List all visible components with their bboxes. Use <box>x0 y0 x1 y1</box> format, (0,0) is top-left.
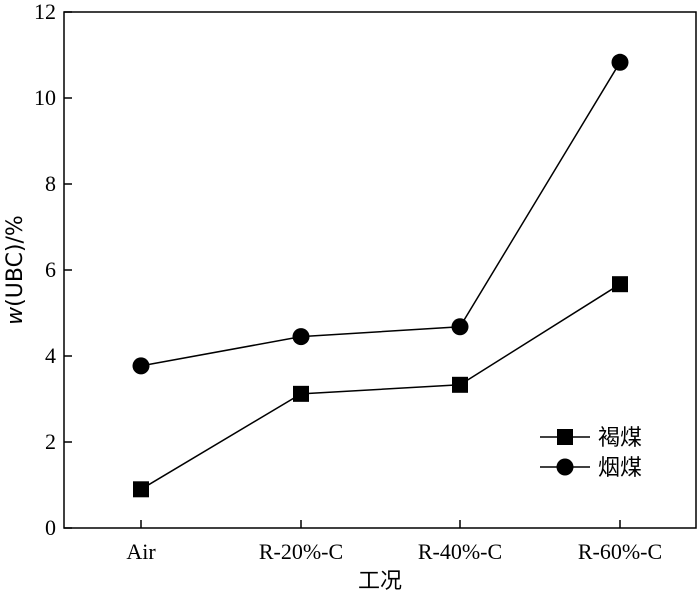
x-tick-label: R-40%-C <box>418 539 502 564</box>
data-point-square <box>133 481 149 498</box>
series-2 <box>132 53 629 375</box>
series-layer <box>132 53 629 498</box>
x-tick-label: R-60%-C <box>578 539 662 564</box>
y-axis-title: w(UBC)/% <box>3 215 28 325</box>
x-axis-ticks: Air R-20%-C R-40%-C R-60%-C <box>126 520 662 564</box>
legend-marker-lignite <box>557 429 573 445</box>
legend-label-lignite: 褐煤 <box>598 426 642 451</box>
data-point-circle <box>292 328 310 346</box>
x-tick-label: R-20%-C <box>259 539 343 564</box>
y-axis-ticks: 0 2 4 6 8 10 12 <box>34 0 72 540</box>
y-tick-label: 4 <box>45 343 56 368</box>
data-point-circle <box>132 357 150 375</box>
y-axis-title-italic: w <box>3 306 28 325</box>
y-tick-label: 12 <box>34 0 56 24</box>
y-tick-label: 6 <box>45 257 56 282</box>
series-line <box>140 283 621 490</box>
data-point-circle <box>611 53 629 71</box>
data-point-square <box>293 385 309 402</box>
series-line <box>140 61 621 367</box>
y-axis-title-rest: (UBC)/% <box>3 215 28 307</box>
legend-marker-bituminous <box>556 458 574 476</box>
data-point-square <box>452 376 468 393</box>
legend: 褐煤 烟煤 <box>540 426 642 481</box>
y-tick-label: 10 <box>34 85 56 110</box>
y-tick-label: 8 <box>45 171 56 196</box>
legend-label-bituminous: 烟煤 <box>598 456 642 481</box>
x-axis-title: 工况 <box>358 569 402 594</box>
x-tick-label: Air <box>126 539 156 564</box>
y-tick-label: 2 <box>45 429 56 454</box>
series-1 <box>133 276 628 498</box>
data-point-circle <box>451 318 469 336</box>
data-point-square <box>612 276 628 293</box>
y-tick-label: 0 <box>45 515 56 540</box>
